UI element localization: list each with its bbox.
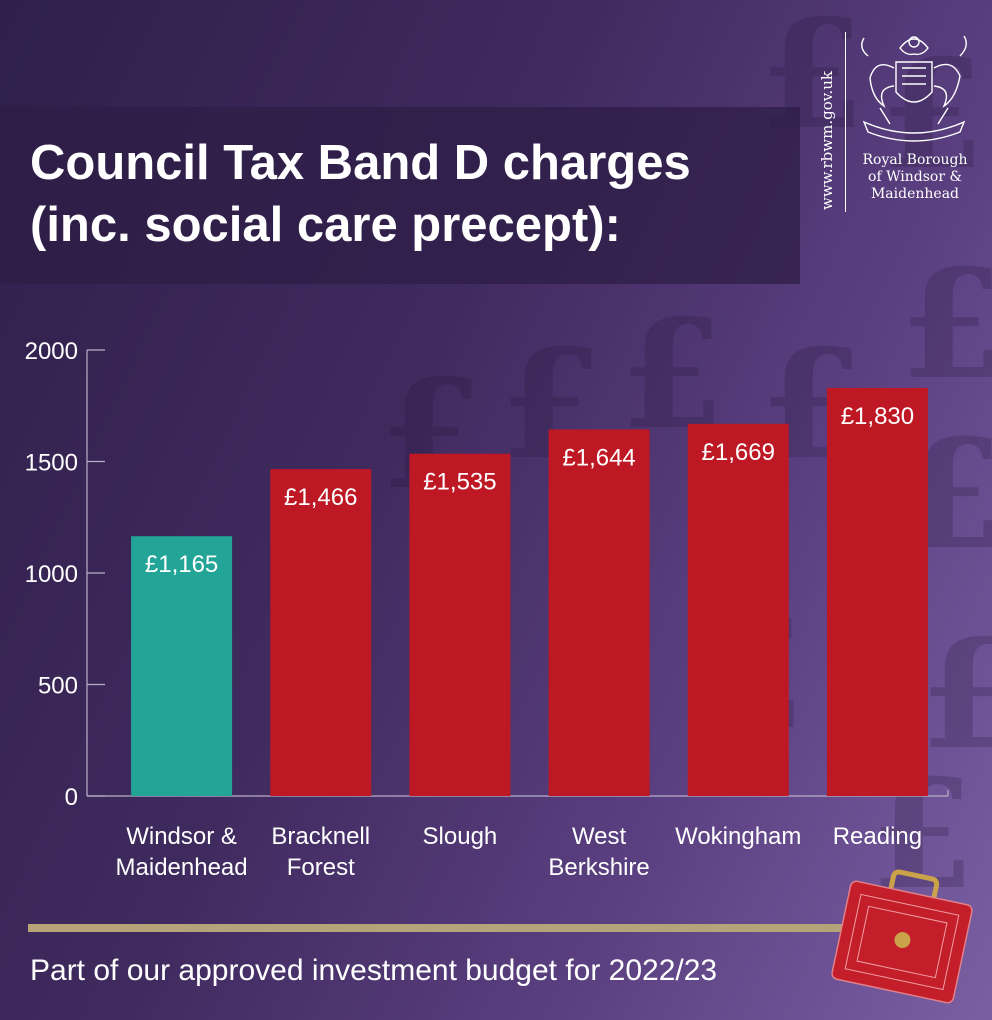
red-budget-briefcase-icon xyxy=(831,869,973,1004)
bar xyxy=(131,536,233,796)
category-label: Wokingham xyxy=(675,823,801,850)
bars xyxy=(131,387,928,796)
logo-name-line-2: of Windsor & xyxy=(868,169,962,185)
category-label: Windsor & xyxy=(126,823,237,850)
title-band xyxy=(0,107,800,284)
y-tick-label: 1500 xyxy=(25,450,78,477)
logo-name-line-1: Royal Borough xyxy=(862,152,968,168)
bar-value-label: £1,644 xyxy=(562,444,635,471)
coat-of-arms-icon xyxy=(861,35,967,142)
category-label: West xyxy=(572,823,627,850)
category-label: Reading xyxy=(833,823,922,850)
page-title: Council Tax Band D charges (inc. social … xyxy=(30,132,810,256)
bar-value-label: £1,535 xyxy=(423,469,496,496)
category-label: Maidenhead xyxy=(116,854,248,881)
y-tick-label: 0 xyxy=(65,784,78,811)
bar-value-label: £1,466 xyxy=(284,484,357,511)
footer-text: Part of our approved investment budget f… xyxy=(30,954,718,987)
y-tick-label: 500 xyxy=(38,673,78,700)
category-label: Slough xyxy=(423,823,498,850)
bar xyxy=(826,387,928,796)
bar xyxy=(409,453,511,796)
category-labels: Windsor & Maidenhead Bracknell Forest Slough… xyxy=(116,823,923,881)
bar xyxy=(270,469,372,796)
footer-rule xyxy=(28,924,968,932)
bar-value-label: £1,669 xyxy=(702,439,775,466)
title-line-1: Council Tax Band D charges xyxy=(30,136,691,190)
category-label: Berkshire xyxy=(548,854,649,881)
category-label: Bracknell xyxy=(271,823,370,850)
category-label: Forest xyxy=(287,854,355,881)
bar xyxy=(548,429,650,796)
bar xyxy=(687,423,789,796)
title-line-2: (inc. social care precept): xyxy=(30,198,621,252)
y-tick-label: 1000 xyxy=(25,561,78,588)
logo-name: Royal Borough of Windsor & Maidenhead xyxy=(852,152,978,203)
bar-value-label: £1,165 xyxy=(145,551,218,578)
value-labels: £1,165 £1,466 £1,535 £1,644 £1,669 £1,830 xyxy=(145,403,914,578)
y-axis: 0 500 1000 1500 2000 xyxy=(25,338,105,811)
y-tick-label: 2000 xyxy=(25,338,78,365)
bar-value-label: £1,830 xyxy=(841,403,914,430)
logo-name-line-3: Maidenhead xyxy=(870,186,960,202)
logo-divider xyxy=(845,32,846,212)
